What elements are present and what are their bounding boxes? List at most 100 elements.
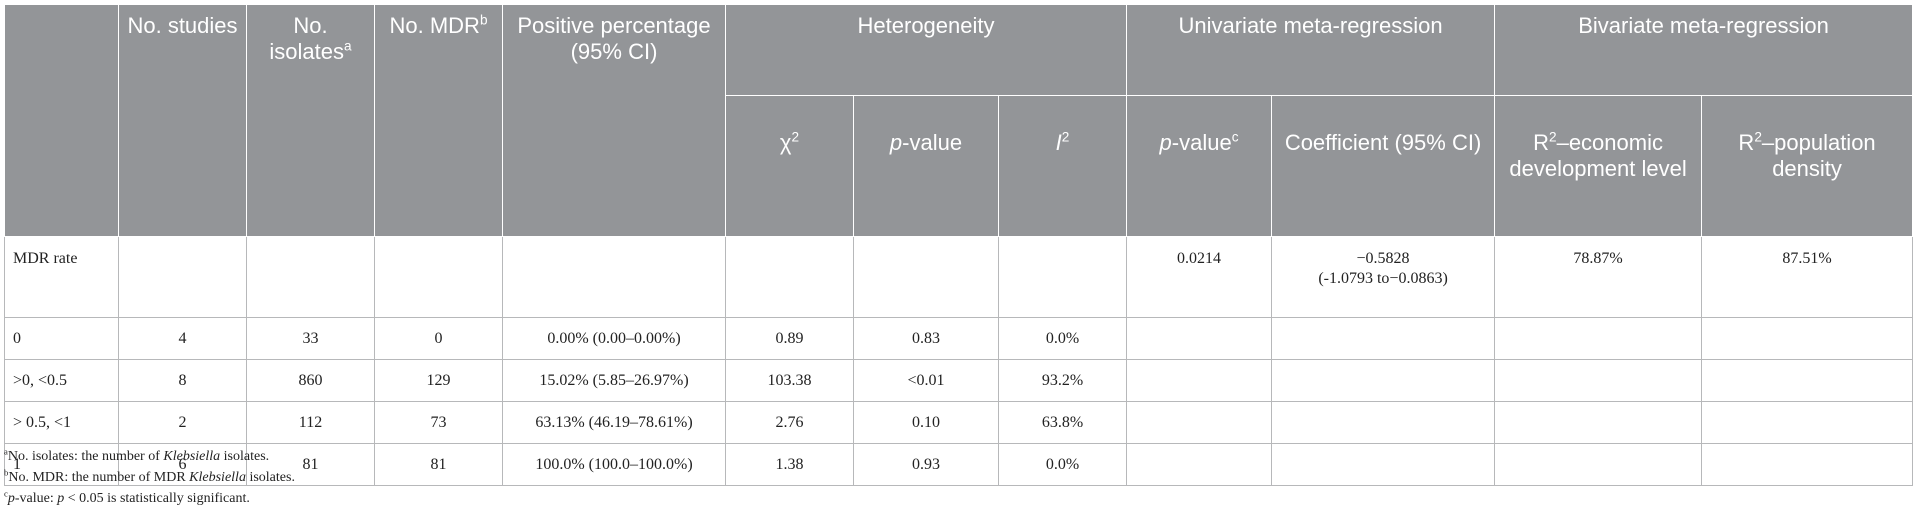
header-chi2-text: χ <box>779 130 792 155</box>
footnote-b-end: isolates. <box>245 470 295 485</box>
header-r2-econ-text: –economic development level <box>1509 130 1687 181</box>
header-heterogeneity: Heterogeneity <box>724 4 1128 96</box>
header-positive-percentage: Positive percentage (95% CI) <box>502 4 726 237</box>
header-no-isolates-text: No. isolates <box>269 13 344 64</box>
footnote-c-end: < 0.05 is statistically significant. <box>64 491 250 506</box>
cell-positive-pct: 0.00% (0.00–0.00%) <box>502 317 726 360</box>
header-i2: I2 <box>997 95 1128 237</box>
cell-studies: 2 <box>118 401 247 444</box>
cell-isolates: 860 <box>246 359 375 402</box>
cell-chi2: 0.89 <box>725 317 854 360</box>
cell-empty <box>1494 317 1703 360</box>
cell-empty <box>997 236 1128 318</box>
cell-coefficient: −0.5828 (-1.0793 to−0.0863) <box>1271 236 1496 318</box>
header-i2-text: I <box>1055 130 1062 155</box>
cell-uni-p: 0.0214 <box>1126 236 1273 318</box>
footnote-a-marker: a <box>4 446 8 457</box>
footnote-a-end: isolates. <box>220 449 270 464</box>
footnote-c-p: p <box>7 491 15 506</box>
cell-empty <box>1494 401 1703 444</box>
header-r2-pop-text: –population density <box>1761 130 1876 181</box>
cell-chi2: 1.38 <box>725 443 854 486</box>
header-r2-prefix: R <box>1738 130 1755 155</box>
cell-i2: 93.2% <box>997 359 1128 402</box>
cell-empty <box>1126 317 1273 360</box>
header-r2-economic: R2–economic development level <box>1494 95 1703 237</box>
cell-empty <box>1271 401 1496 444</box>
header-p-value: p-value <box>853 95 999 237</box>
header-r2-prefix: R <box>1533 130 1549 155</box>
header-no-isolates: No. isolatesa <box>246 4 375 237</box>
cell-empty <box>1271 443 1496 486</box>
cell-empty <box>246 236 375 318</box>
header-no-studies: No. studies <box>118 4 247 237</box>
cell-studies: 4 <box>118 317 247 360</box>
cell-positive-pct: 63.13% (46.19–78.61%) <box>502 401 726 444</box>
footnote-a: aNo. isolates: the number of Klebsiella … <box>4 446 295 467</box>
cell-positive-pct: 15.02% (5.85–26.97%) <box>502 359 726 402</box>
header-no-mdr: No. MDRb <box>374 4 503 237</box>
cell-i2: 0.0% <box>997 443 1128 486</box>
cell-empty <box>1494 359 1703 402</box>
header-r2-sup: 2 <box>1754 129 1762 145</box>
cell-empty <box>502 236 726 318</box>
row-label: > 0.5, <1 <box>4 401 119 444</box>
footnote-a-genus: Klebsiella <box>163 449 221 464</box>
cell-empty <box>1701 317 1914 360</box>
cell-mdr: 129 <box>374 359 503 402</box>
footnote-marker-c: c <box>1231 129 1239 145</box>
coefficient-value: −0.5828 <box>1356 250 1410 267</box>
header-uni-p-rest: -value <box>1171 130 1232 155</box>
header-uni-p-italic: p <box>1159 130 1172 155</box>
cell-r2-pop: 87.51% <box>1701 236 1914 318</box>
table-footnotes: aNo. isolates: the number of Klebsiella … <box>4 446 295 509</box>
cell-empty <box>1126 401 1273 444</box>
cell-empty <box>1271 359 1496 402</box>
header-row-label <box>4 4 119 237</box>
table-row-mdr-rate: MDR rate 0.0214 −0.5828 (-1.0793 to−0.086… <box>4 236 1914 318</box>
cell-empty <box>1126 359 1273 402</box>
cell-studies: 6 <box>118 443 247 486</box>
header-r2-population: R2–population density <box>1701 95 1914 237</box>
footnote-marker-a: a <box>344 38 352 54</box>
cell-empty <box>118 236 247 318</box>
table-row: 1 6 81 81 100.0% (100.0–100.0%) 1.38 0.9… <box>4 443 1914 486</box>
footnote-b: bNo. MDR: the number of MDR Klebsiella i… <box>4 467 295 488</box>
cell-studies: 8 <box>118 359 247 402</box>
footnote-c: cp-value: p < 0.05 is statistically sign… <box>4 488 295 509</box>
cell-empty <box>1701 443 1914 486</box>
cell-empty <box>1701 401 1914 444</box>
header-chi2-sup: 2 <box>791 129 800 145</box>
cell-empty <box>725 236 854 318</box>
cell-mdr: 73 <box>374 401 503 444</box>
cell-r2-econ: 78.87% <box>1494 236 1703 318</box>
cell-isolates: 81 <box>246 443 375 486</box>
footnote-c-p2: p <box>57 491 65 506</box>
row-label: 0 <box>4 317 119 360</box>
cell-isolates: 112 <box>246 401 375 444</box>
cell-empty <box>1126 443 1273 486</box>
header-i2-sup: 2 <box>1061 129 1070 145</box>
cell-i2: 0.0% <box>997 317 1128 360</box>
cell-mdr: 0 <box>374 317 503 360</box>
footnote-c-text: -value: <box>14 491 58 506</box>
header-coefficient: Coefficient (95% CI) <box>1271 95 1496 237</box>
row-label: MDR rate <box>4 236 119 318</box>
row-label: >0, <0.5 <box>4 359 119 402</box>
header-chi2: χ2 <box>725 95 854 237</box>
cell-empty <box>1271 317 1496 360</box>
cell-mdr: 81 <box>374 443 503 486</box>
cell-chi2: 2.76 <box>725 401 854 444</box>
cell-empty <box>1701 359 1914 402</box>
footnote-a-text: No. isolates: the number of <box>7 449 164 464</box>
row-label: 1 <box>4 443 119 486</box>
cell-i2: 63.8% <box>997 401 1128 444</box>
coefficient-ci: (-1.0793 to−0.0863) <box>1318 270 1448 287</box>
footnote-b-marker: b <box>4 467 9 478</box>
cell-p-value: 0.10 <box>853 401 999 444</box>
header-p-rest: -value <box>902 130 963 155</box>
cell-empty <box>1494 443 1703 486</box>
header-p-italic: p <box>889 130 903 155</box>
results-table: No. studies No. isolatesa No. MDRb Posit… <box>4 4 1914 486</box>
cell-p-value: 0.93 <box>853 443 999 486</box>
